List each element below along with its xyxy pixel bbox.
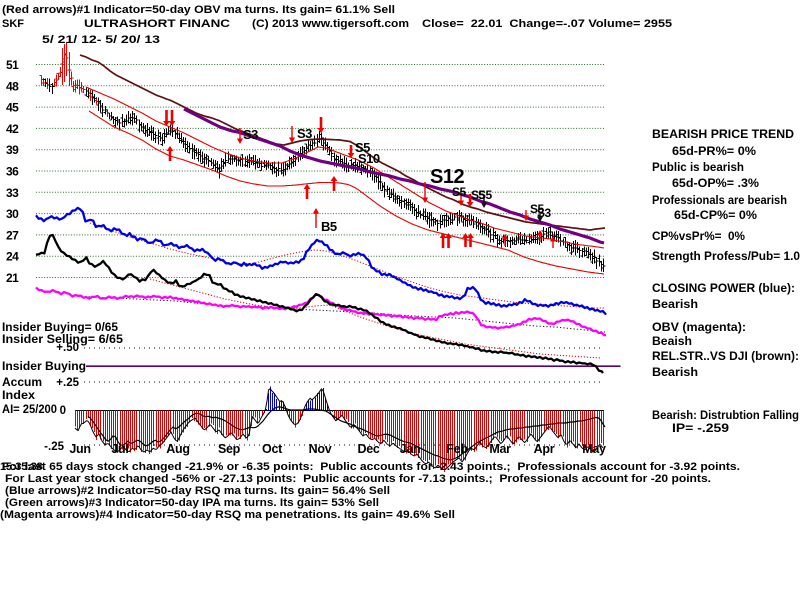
svg-text:Strength Profess/Pub= 1.0: Strength Profess/Pub= 1.0 xyxy=(652,251,800,263)
svg-text:S5: S5 xyxy=(355,140,370,155)
svg-text:(Blue arrows)#2 Indicator=50-d: (Blue arrows)#2 Indicator=50-day RSQ ma … xyxy=(5,485,390,497)
svg-text:Apr: Apr xyxy=(534,442,555,456)
svg-text:S5: S5 xyxy=(452,185,467,199)
svg-text:65d-OP%= .3%: 65d-OP%= .3% xyxy=(672,178,759,190)
svg-text:15:35:38: 15:35:38 xyxy=(0,461,43,473)
svg-text:Nov: Nov xyxy=(309,442,332,456)
svg-text:33: 33 xyxy=(6,186,19,200)
svg-text:Accum: Accum xyxy=(2,377,42,389)
svg-text:(C) 2013 www.tigersoft.com: (C) 2013 www.tigersoft.com xyxy=(252,18,409,30)
svg-text:S5: S5 xyxy=(471,188,486,202)
svg-text:ULTRASHORT FINANC: ULTRASHORT FINANC xyxy=(84,18,230,30)
svg-text:Professionals are bearish: Professionals are bearish xyxy=(652,195,787,207)
svg-text:S3: S3 xyxy=(537,206,552,220)
svg-text:S5: S5 xyxy=(478,188,493,202)
svg-text:Bearish: Distrubtion Falling: Bearish: Distrubtion Falling xyxy=(652,410,799,422)
svg-text:65d-PR%= 0%: 65d-PR%= 0% xyxy=(672,146,756,158)
svg-text:CLOSING POWER (blue):: CLOSING POWER (blue): xyxy=(652,283,795,295)
svg-text:Insider Buying: Insider Buying xyxy=(2,361,86,373)
svg-text:42: 42 xyxy=(6,122,19,136)
svg-text:REL.STR..VS DJI (brown):: REL.STR..VS DJI (brown): xyxy=(652,351,799,363)
svg-text:Jan: Jan xyxy=(400,442,421,456)
svg-text:Jul: Jul xyxy=(111,442,128,456)
svg-text:30: 30 xyxy=(6,207,19,221)
svg-text:OBV (magenta):: OBV (magenta): xyxy=(652,322,746,334)
svg-text:0: 0 xyxy=(60,405,66,417)
svg-text:For last 65 days stock changed: For last 65 days stock changed -21.9% or… xyxy=(2,461,740,473)
svg-text:Sep: Sep xyxy=(218,442,241,456)
svg-text:B5: B5 xyxy=(321,219,337,234)
svg-text:(Green arrows)#3 Indicator=50-: (Green arrows)#3 Indicator=50-day IPA ma… xyxy=(5,497,379,509)
svg-text:-.25: -.25 xyxy=(44,441,64,453)
svg-text:CP%vsPr%= 0%: CP%vsPr%= 0% xyxy=(652,231,745,243)
svg-text:Insider Buying= 0/65: Insider Buying= 0/65 xyxy=(2,322,119,334)
svg-text:27: 27 xyxy=(6,228,19,242)
svg-text:45: 45 xyxy=(6,101,19,115)
svg-text:+.25: +.25 xyxy=(56,377,79,389)
svg-text:Feb: Feb xyxy=(446,442,468,456)
svg-text:S5: S5 xyxy=(530,202,545,216)
svg-text:Insider Selling= 6/65: Insider Selling= 6/65 xyxy=(2,334,124,346)
svg-text:Mar: Mar xyxy=(489,442,511,456)
svg-text:Aug: Aug xyxy=(166,442,189,456)
svg-text:Jun: Jun xyxy=(69,442,90,456)
svg-text:AI= 25/200: AI= 25/200 xyxy=(2,404,57,416)
svg-text:Public is bearish: Public is bearish xyxy=(652,162,744,174)
svg-text:May: May xyxy=(582,442,606,456)
svg-text:S3: S3 xyxy=(243,127,258,142)
svg-text:IP= -.259: IP= -.259 xyxy=(672,423,729,435)
svg-text:S12: S12 xyxy=(430,166,464,188)
svg-text:Beaish: Beaish xyxy=(652,336,692,348)
svg-text:Close= 22.01 Change=-.07 Vol: Close= 22.01 Change=-.07 Volume= 2955 xyxy=(422,18,672,30)
svg-text:51: 51 xyxy=(6,58,19,72)
svg-text:5/ 21/ 12- 5/ 20/ 13: 5/ 21/ 12- 5/ 20/ 13 xyxy=(42,34,160,46)
svg-text:S10: S10 xyxy=(358,151,380,166)
svg-text:(Red arrows)#1 Indicator=50-da: (Red arrows)#1 Indicator=50-day OBV ma t… xyxy=(2,4,395,16)
svg-text:Bearish: Bearish xyxy=(652,299,698,311)
svg-text:+.50: +.50 xyxy=(56,342,79,354)
svg-text:36: 36 xyxy=(6,165,19,179)
svg-text:Oct: Oct xyxy=(262,442,283,456)
svg-text:21: 21 xyxy=(6,271,19,285)
svg-text:Bearish: Bearish xyxy=(652,367,698,379)
svg-text:(Magenta arrows)#4 Indicator=5: (Magenta arrows)#4 Indicator=50-day RSQ … xyxy=(0,509,455,521)
svg-text:65d-CP%= 0%: 65d-CP%= 0% xyxy=(674,210,757,222)
svg-text:39: 39 xyxy=(6,143,19,157)
svg-text:48: 48 xyxy=(6,79,19,93)
svg-text:24: 24 xyxy=(6,250,19,264)
svg-text:SKF: SKF xyxy=(2,18,24,30)
svg-text:Index: Index xyxy=(2,390,36,402)
svg-text:S3: S3 xyxy=(297,126,312,141)
svg-text:BEARISH PRICE TREND: BEARISH PRICE TREND xyxy=(652,129,794,141)
svg-text:For Last year stock changed -5: For Last year stock changed -56% or -27.… xyxy=(5,473,711,485)
svg-text:Dec: Dec xyxy=(357,442,379,456)
